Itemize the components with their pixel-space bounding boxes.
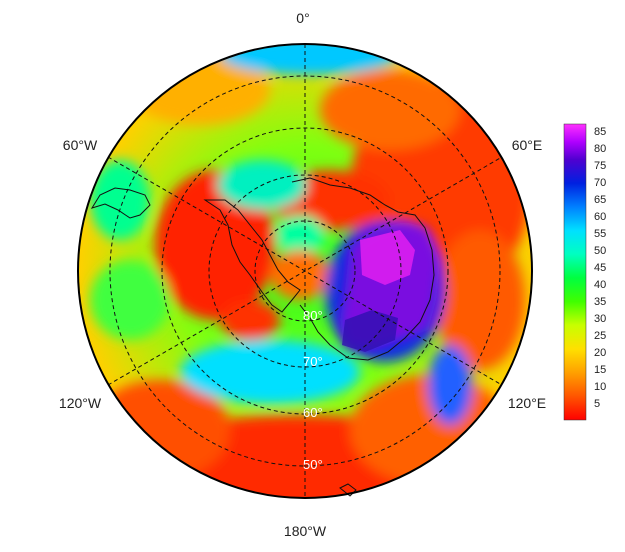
meridian-120 (107, 156, 503, 386)
colorbar-tick-label: 45 (594, 262, 606, 274)
lat-label-50: 50° (303, 457, 323, 472)
colorbar-tick-label: 60 (594, 211, 606, 223)
colorbar-tick-label: 25 (594, 330, 606, 342)
latitude-labels: 80° 70° 60° 50° (303, 308, 323, 472)
colorbar-tick-label: 65 (594, 194, 606, 206)
antarctic-peninsula-coast (203, 199, 301, 313)
colorbar-tick-label: 10 (594, 381, 606, 393)
longitude-labels: 0° 60°W 60°E 120°W 120°E 180°W (59, 10, 546, 539)
lon-label-lower-left: 120°W (59, 395, 102, 411)
south-america-coast (90, 187, 151, 219)
lon-label-bottom: 180°W (284, 523, 327, 539)
colorbar-tick-label: 20 (594, 347, 606, 359)
colorbar-tick-label: 5 (594, 398, 600, 410)
colorbar-tick-label: 15 (594, 364, 606, 376)
lon-label-upper-right: 60°E (512, 137, 543, 153)
latitude-circle-80 (254, 220, 356, 322)
colorbar-ticks: 85 80 75 70 65 60 55 50 45 40 35 30 25 20 15 10 5 (594, 126, 606, 410)
lat-label-70: 70° (303, 354, 323, 369)
colorbar: 85 80 75 70 65 60 55 50 45 40 35 30 25 20 15 10 5 (563, 123, 606, 421)
graticule (107, 44, 503, 498)
colorbar-gradient (563, 123, 587, 421)
colorbar-tick-label: 80 (594, 143, 606, 155)
colorbar-tick-label: 75 (594, 160, 606, 172)
colorbar-tick-label: 50 (594, 245, 606, 257)
colorbar-tick-label: 55 (594, 228, 606, 240)
lon-label-upper-left: 60°W (63, 137, 98, 153)
lon-label-lower-right: 120°E (508, 395, 546, 411)
colorbar-tick-label: 85 (594, 126, 606, 138)
lon-label-top: 0° (296, 10, 309, 26)
colorbar-tick-label: 30 (594, 313, 606, 325)
colorbar-tick-label: 40 (594, 279, 606, 291)
lat-label-80: 80° (303, 308, 323, 323)
data-field (78, 44, 532, 498)
colorbar-tick-label: 70 (594, 177, 606, 189)
lat-label-60: 60° (303, 405, 323, 420)
colorbar-tick-label: 35 (594, 296, 606, 308)
map-boundary (77, 43, 533, 499)
